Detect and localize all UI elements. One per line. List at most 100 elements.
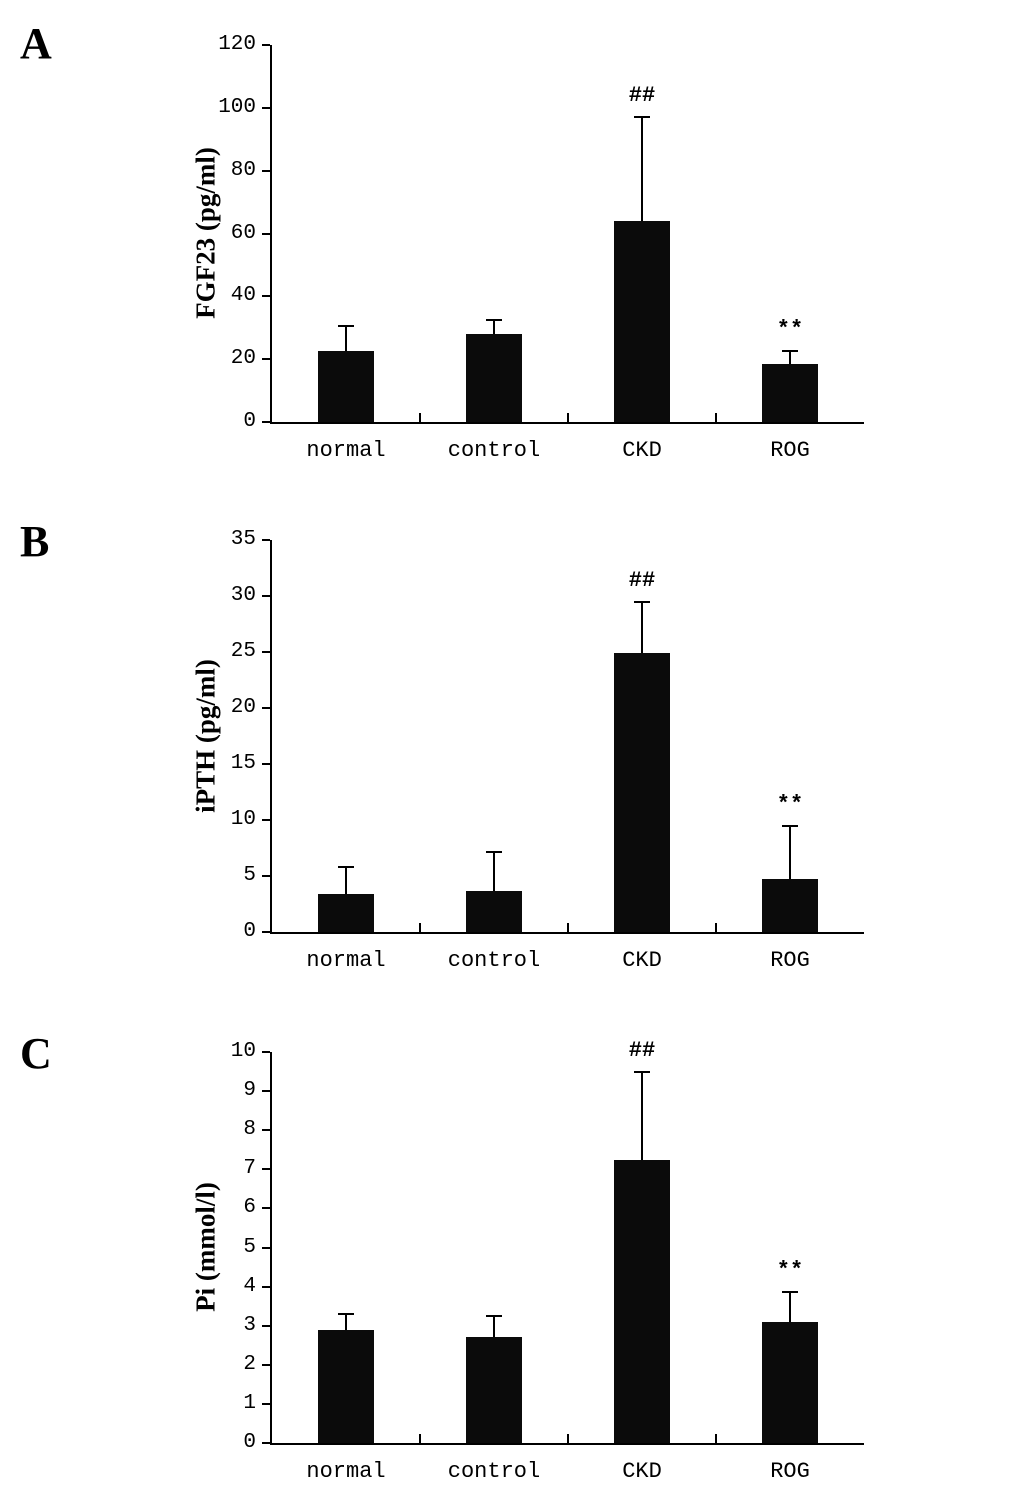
x-category-label-CKD: CKD [622, 438, 662, 463]
panel-b-letter: B [20, 517, 50, 566]
y-axis-tick-label: 3 [243, 1313, 256, 1337]
x-category-label-ROG: ROG [770, 948, 810, 973]
x-axis-tick [419, 413, 421, 422]
y-axis-tick [262, 1285, 270, 1288]
y-axis-tick [262, 651, 270, 653]
significance-marker-CKD: ## [628, 83, 656, 109]
y-axis-tick [262, 1207, 270, 1210]
error-bar-CKD [641, 117, 643, 221]
x-category-label-normal: normal [306, 438, 386, 463]
y-axis-tick-label: 40 [230, 284, 256, 308]
y-axis-tick-label: 60 [230, 221, 256, 245]
y-axis-tick [262, 1168, 270, 1171]
x-axis-tick [567, 413, 569, 422]
error-bar-cap-ROG [782, 824, 798, 827]
y-axis-tick-label: 0 [243, 1431, 256, 1454]
x-axis-tick [715, 923, 717, 932]
error-bar-CKD [641, 1071, 643, 1160]
significance-marker-ROG: ** [776, 791, 804, 817]
y-axis-tick [262, 421, 270, 423]
y-axis-tick [262, 539, 270, 541]
error-bar-cap-normal [338, 325, 354, 328]
error-bar-control [493, 1315, 495, 1338]
significance-marker-ROG: ** [776, 1258, 804, 1284]
x-category-label-ROG: ROG [770, 1459, 810, 1484]
y-axis-tick [262, 1129, 270, 1132]
y-axis-tick [262, 1402, 270, 1405]
y-axis-tick-label: 0 [243, 410, 256, 433]
error-bar-cap-ROG [782, 350, 798, 353]
error-bar-cap-normal [338, 1312, 354, 1315]
y-axis-tick-label: 8 [243, 1118, 256, 1142]
error-bar-normal [345, 867, 347, 894]
y-axis-tick [262, 819, 270, 821]
x-category-label-CKD: CKD [622, 1459, 662, 1484]
y-axis-tick-label: 4 [243, 1274, 256, 1298]
x-category-label-control: control [447, 1459, 541, 1484]
y-axis-tick [262, 169, 270, 172]
y-axis-tick [262, 1442, 270, 1444]
error-bar-ROG [789, 825, 791, 880]
error-bar-ROG [789, 1292, 791, 1322]
error-bar-cap-ROG [782, 1291, 798, 1294]
bar-CKD [614, 220, 670, 422]
x-axis-tick [419, 923, 421, 932]
y-axis-tick [262, 1363, 270, 1366]
bar-ROG [762, 879, 818, 932]
y-axis-tick-label: 0 [243, 920, 256, 943]
x-axis-tick [715, 1434, 717, 1443]
x-axis-tick [567, 923, 569, 932]
x-category-label-control: control [447, 438, 541, 463]
x-category-label-ROG: ROG [770, 438, 810, 463]
error-bar-ROG [789, 351, 791, 364]
y-axis-tick-label: 35 [230, 528, 256, 551]
y-axis-tick-label: 1 [243, 1391, 256, 1415]
y-axis-tick [262, 295, 270, 298]
x-category-label-CKD: CKD [622, 948, 662, 973]
panel-b-y-axis-title: iPTH (pg/ml) [190, 659, 221, 813]
x-category-label-normal: normal [306, 948, 386, 973]
y-axis-tick [262, 1246, 270, 1249]
error-bar-cap-control [486, 851, 502, 854]
y-axis-tick [262, 1051, 270, 1053]
bar-ROG [762, 1321, 818, 1443]
error-bar-normal [345, 1313, 347, 1330]
y-axis-tick-label: 80 [230, 158, 256, 182]
y-axis-tick [262, 44, 270, 46]
significance-marker-ROG: ** [776, 317, 804, 343]
panel-c-plot-area: 0 1 2 3 4 5 6 7 8 9 10 normal control ## CKD ** ROG [231, 1038, 864, 1484]
y-axis-tick [262, 106, 270, 109]
bar-CKD [614, 653, 670, 932]
y-axis-tick-label: 120 [218, 33, 256, 56]
y-axis-tick [262, 707, 270, 709]
y-axis-tick [262, 595, 270, 597]
panel-b-plot-area: 0 5 10 15 20 25 30 35 normal control ## CKD ** ROG [231, 528, 864, 973]
y-axis-tick [262, 1324, 270, 1327]
y-axis-tick-label: 9 [243, 1079, 256, 1103]
error-bar-control [493, 319, 495, 335]
y-axis-tick-label: 100 [218, 95, 256, 119]
y-axis-tick [262, 763, 270, 765]
panel-a-plot-area: 0 20 40 60 80 100 120 normal control ## CKD ** ROG [218, 33, 864, 463]
error-bar-cap-CKD [634, 116, 650, 119]
bar-CKD [614, 1159, 670, 1443]
error-bar-cap-CKD [634, 600, 650, 603]
y-axis-tick [262, 931, 270, 933]
y-axis-tick-label: 5 [243, 864, 256, 887]
error-bar-CKD [641, 601, 643, 654]
x-axis-tick [715, 413, 717, 422]
y-axis-tick-label: 7 [243, 1157, 256, 1181]
y-axis-tick-label: 5 [243, 1235, 256, 1259]
x-axis-tick [419, 1434, 421, 1443]
y-axis-tick [262, 1090, 270, 1093]
error-bar-cap-control [486, 1314, 502, 1317]
y-axis-tick-label: 30 [230, 584, 256, 607]
bar-normal [318, 1329, 374, 1443]
error-bar-control [493, 852, 495, 891]
y-axis-tick-label: 6 [243, 1196, 256, 1220]
significance-marker-CKD: ## [628, 1037, 656, 1063]
error-bar-normal [345, 326, 347, 352]
bar-ROG [762, 363, 818, 422]
y-axis-tick-label: 2 [243, 1352, 256, 1376]
